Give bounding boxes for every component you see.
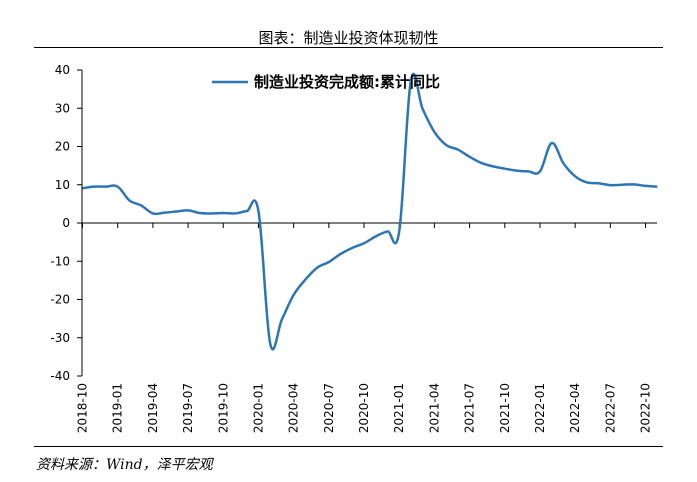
x-tick-label: 2022-10	[639, 383, 653, 433]
y-tick-label: 30	[55, 101, 70, 115]
x-tick-label: 2020-07	[322, 383, 336, 433]
x-tick-label: 2019-07	[181, 383, 195, 433]
y-tick-label: -10	[50, 254, 70, 268]
y-tick-label: 20	[55, 140, 70, 154]
axes	[81, 70, 657, 376]
legend-label: 制造业投资完成额:累计同比	[254, 73, 440, 91]
y-tick-label: -40	[50, 369, 70, 383]
x-tick-label: 2018-10	[76, 383, 90, 433]
x-tick-label: 2021-07	[463, 383, 477, 433]
x-tick-label: 2022-07	[603, 383, 617, 433]
x-tick-label: 2021-04	[427, 383, 441, 433]
x-tick-label: 2022-04	[568, 383, 582, 433]
x-tick-label: 2020-01	[251, 383, 265, 433]
x-tick-label: 2022-01	[533, 383, 547, 433]
y-axis-ticks: 40 30 20 10 0 -10 -20 -30 -40	[50, 63, 82, 383]
x-tick-label: 2020-10	[357, 383, 371, 433]
series-line	[82, 72, 658, 351]
footer-divider	[34, 446, 663, 447]
title-divider	[34, 47, 663, 48]
x-tick-label: 2021-01	[392, 383, 406, 433]
series-group	[82, 72, 658, 351]
x-tick-label: 2020-04	[287, 383, 301, 433]
y-tick-label: 40	[55, 63, 70, 77]
y-tick-label: 0	[62, 216, 70, 230]
legend: 制造业投资完成额:累计同比	[212, 73, 440, 91]
x-axis-ticks: 2018-10 2019-01 2019-04 2019-07 2019-10 2020-…	[76, 223, 653, 433]
x-tick-label: 2019-01	[111, 383, 125, 433]
y-tick-label: -30	[50, 331, 70, 345]
chart-title: 图表：制造业投资体现韧性	[258, 29, 439, 47]
x-tick-label: 2021-10	[498, 383, 512, 433]
y-tick-label: 10	[55, 178, 70, 192]
y-tick-label: -20	[50, 293, 70, 307]
x-tick-label: 2019-04	[146, 383, 160, 433]
source-note: 资料来源：Wind，泽平宏观	[36, 457, 213, 473]
x-tick-label: 2019-10	[216, 383, 230, 433]
